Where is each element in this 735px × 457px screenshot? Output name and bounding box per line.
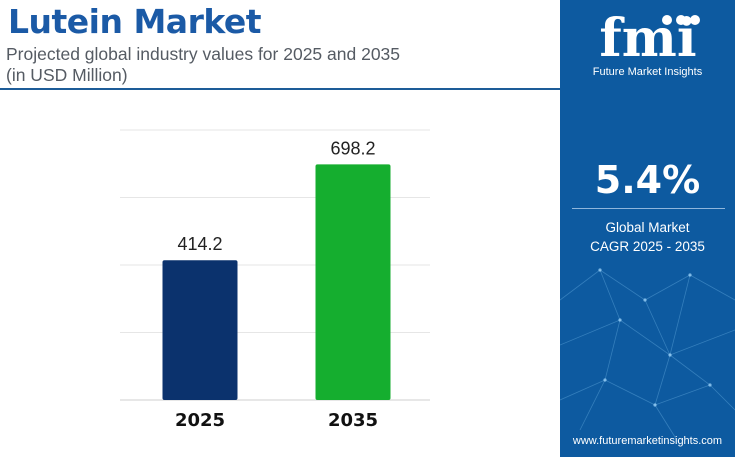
bar-2025 bbox=[162, 260, 238, 400]
chart-x-tick-labels: 2025 2035 bbox=[175, 410, 378, 431]
brand-name: Future Market Insights bbox=[592, 66, 703, 78]
logo-dot-1 bbox=[662, 15, 672, 25]
header-divider bbox=[0, 88, 560, 90]
bar-2035 bbox=[315, 164, 391, 400]
x-tick-2025: 2025 bbox=[175, 410, 225, 431]
cagr-label: Global Market CAGR 2025 - 2035 bbox=[560, 218, 735, 256]
network-background bbox=[560, 268, 735, 446]
bar-chart: 414.2 698.2 2025 2035 bbox=[120, 129, 430, 431]
fmi-logo: fmi bbox=[599, 12, 700, 62]
logo-dot-3 bbox=[690, 15, 700, 25]
website-link[interactable]: www.futuremarketinsights.com bbox=[572, 435, 723, 447]
subtitle-line-1: Projected global industry values for 202… bbox=[6, 44, 401, 64]
chart-data-labels: 414.2 698.2 bbox=[177, 138, 375, 254]
cagr-label-line-1: Global Market bbox=[605, 220, 690, 235]
sidebar-panel: fmi Future Market Insights 5.4% Global M… bbox=[560, 0, 735, 457]
subtitle-line-2: (in USD Million) bbox=[6, 65, 128, 85]
data-label-2025: 414.2 bbox=[177, 234, 222, 254]
data-label-2035: 698.2 bbox=[330, 138, 375, 158]
x-tick-2035: 2035 bbox=[328, 410, 378, 431]
page-subtitle: Projected global industry values for 202… bbox=[6, 44, 476, 86]
page-title: Lutein Market bbox=[8, 2, 262, 41]
chart-bars bbox=[162, 164, 391, 400]
cagr-divider bbox=[572, 208, 725, 209]
logo-dot-2 bbox=[676, 15, 686, 25]
cagr-label-line-2: CAGR 2025 - 2035 bbox=[590, 239, 705, 254]
cagr-value: 5.4% bbox=[594, 158, 701, 202]
